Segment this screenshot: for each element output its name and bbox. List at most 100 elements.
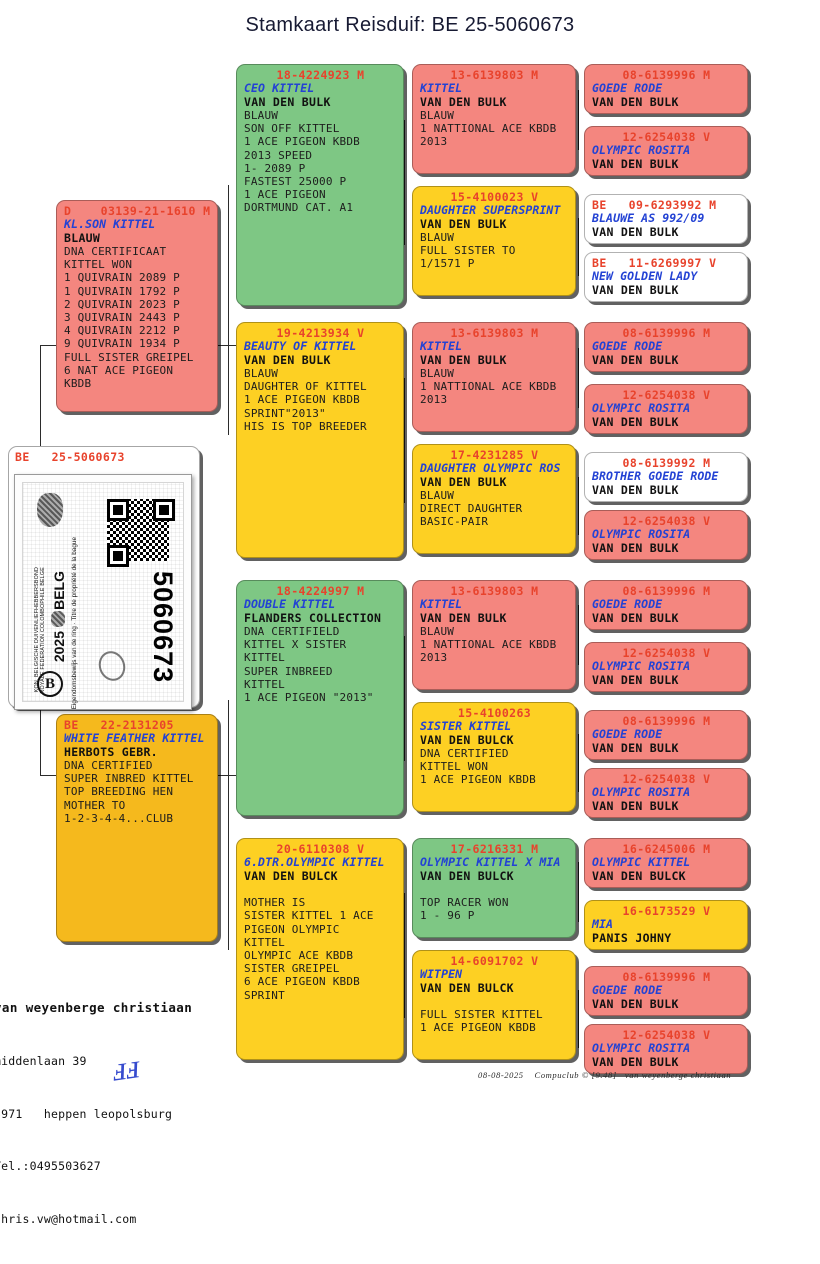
card-detail-line: SUPER INBRED KITTEL (64, 772, 194, 786)
ring-ownership-photo[interactable]: KON. BELGISCHE DUIVENLIEFHEBBERSBOND ROY… (14, 474, 192, 710)
card-ring-number: 16-6173529 V (622, 904, 711, 918)
card-detail-line: 1 NATTIONAL ACE KBDB (420, 122, 557, 136)
connector-line (578, 348, 579, 408)
card-detail-line: BASIC-PAIR (420, 515, 489, 529)
pedigree-card-father[interactable]: D 03139-21-1610 M KL.SON KITTEL BLAUW DN… (56, 200, 218, 412)
card-pigeon-name: GOEDE RODE (592, 983, 663, 997)
card-detail-line: BLAUW (420, 489, 455, 502)
connector-line (218, 775, 236, 776)
card-pigeon-name: WHITE FEATHER KITTEL (64, 731, 205, 745)
card-owner: VAN DEN BULCK (592, 868, 686, 883)
pedigree-card-gen3-3[interactable]: 13-6139803 M KITTEL VAN DEN BULK BLAUW 1 … (412, 322, 576, 432)
card-ring-number: 12-6254038 V (622, 646, 711, 660)
card-detail-line: DNA CERTIFIED (64, 759, 153, 772)
pedigree-card-gen4-4[interactable]: BE 11-6269997 V NEW GOLDEN LADY VAN DEN … (584, 252, 748, 302)
pedigree-card-gen3-8[interactable]: 14-6091702 V WITPEN VAN DEN BULCK FULL S… (412, 950, 576, 1060)
card-detail-line: BLAUW (244, 367, 279, 380)
card-owner: VAN DEN BULK (420, 352, 507, 367)
card-ring-number: 08-6139996 M (622, 68, 711, 82)
pedigree-card-gen4-11[interactable]: 08-6139996 M GOEDE RODE VAN DEN BULK (584, 710, 748, 760)
pedigree-card-gen3-6[interactable]: 15-4100263 SISTER KITTEL VAN DEN BULCK D… (412, 702, 576, 812)
card-owner: VAN DEN BULK (592, 672, 679, 687)
pedigree-card-mother[interactable]: BE 22-2131205 WHITE FEATHER KITTEL HERBO… (56, 714, 218, 942)
card-detail-line: FULL SISTER KITTEL (420, 1008, 543, 1022)
card-detail-line: 1 QUIVRAIN 2089 P (64, 271, 180, 285)
pedigree-card-gen3-7[interactable]: 17-6216331 M OLYMPIC KITTEL X MIA VAN DE… (412, 838, 576, 938)
pedigree-card-gen4-2[interactable]: 12-6254038 V OLYMPIC ROSITA VAN DEN BULK (584, 126, 748, 176)
connector-line (578, 605, 579, 665)
document-footer: 08-08-2025 Compuclub © [9.48] van weyenb… (478, 1070, 732, 1080)
card-detail-line: 1 ACE PIGEON KBDB (420, 1021, 536, 1035)
card-detail-line: KITTEL (244, 651, 285, 665)
card-detail-line: KBDB (64, 377, 92, 391)
card-owner: VAN DEN BULK (244, 94, 331, 109)
card-pigeon-name: KITTEL (420, 597, 463, 611)
pedigree-card-gen3-1[interactable]: 13-6139803 M KITTEL VAN DEN BULK BLAUW 1 … (412, 64, 576, 174)
connector-line (218, 345, 236, 346)
card-ring-number: 12-6254038 V (622, 1028, 711, 1042)
pedigree-card-gen4-13[interactable]: 16-6245006 M OLYMPIC KITTEL VAN DEN BULC… (584, 838, 748, 888)
pedigree-card-gen4-10[interactable]: 12-6254038 V OLYMPIC ROSITA VAN DEN BULK (584, 642, 748, 692)
card-detail-line: DIRECT DAUGHTER (420, 502, 523, 516)
card-detail-line (420, 883, 569, 896)
handwritten-signature: ⅎⅎ (109, 1048, 141, 1089)
card-pigeon-name: OLYMPIC ROSITA (592, 527, 691, 541)
pedigree-card-gen4-15[interactable]: 08-6139996 M GOEDE RODE VAN DEN BULK (584, 966, 748, 1016)
pedigree-card-gen2-3[interactable]: 18-4224997 M DOUBLE KITTEL FLANDERS COLL… (236, 580, 404, 816)
pedigree-card-gen4-5[interactable]: 08-6139996 M GOEDE RODE VAN DEN BULK (584, 322, 748, 372)
ownership-legal-text: Eigendomsbewijs van de ring · Titre de p… (71, 537, 78, 710)
card-detail-line: KITTEL X SISTER (244, 638, 347, 652)
certificate-year: 2025 (51, 631, 67, 663)
card-detail-line: 1 NATTIONAL ACE KBDB (420, 380, 557, 394)
pedigree-card-gen4-6[interactable]: 12-6254038 V OLYMPIC ROSITA VAN DEN BULK (584, 384, 748, 434)
pedigree-card-gen3-2[interactable]: 15-4100023 V DAUGHTER SUPERSPRINT VAN DE… (412, 186, 576, 296)
card-detail-line: 2 QUIVRAIN 2023 P (64, 297, 180, 311)
card-ring-number: 12-6254038 V (622, 388, 711, 402)
card-pigeon-name: GOEDE RODE (592, 81, 663, 95)
pedigree-card-gen2-4[interactable]: 20-6110308 V 6.DTR.OLYMPIC KITTEL VAN DE… (236, 838, 404, 1060)
pedigree-card-gen4-1[interactable]: 08-6139996 M GOEDE RODE VAN DEN BULK (584, 64, 748, 114)
pedigree-card-gen3-4[interactable]: 17-4231285 V DAUGHTER OLYMPIC ROS VAN DE… (412, 444, 576, 554)
pedigree-card-gen4-8[interactable]: 12-6254038 V OLYMPIC ROSITA VAN DEN BULK (584, 510, 748, 560)
card-owner: VAN DEN BULK (592, 224, 679, 239)
pedigree-card-gen4-14[interactable]: 16-6173529 V MIA PANIS JOHNY (584, 900, 748, 950)
breeder-street: middenlaan 39 (0, 1054, 87, 1068)
card-detail-line: 1 - 96 P (420, 909, 475, 923)
card-ring-number: 20-6110308 V (276, 842, 365, 856)
card-detail-line: 1 ACE PIGEON (244, 188, 326, 202)
card-details: BLAUW FULL SISTER TO 1/1571 P (420, 231, 569, 271)
card-detail-line: OLYMPIC ACE KBDB (244, 949, 354, 962)
card-owner: VAN DEN BULCK (420, 980, 514, 995)
card-detail-line: HIS IS TOP BREEDER (244, 419, 367, 433)
connector-line (404, 636, 405, 761)
card-pigeon-name: GOEDE RODE (592, 339, 663, 353)
card-detail-line: SPRINT"2013" (244, 406, 326, 420)
card-pigeon-name: NEW GOLDEN LADY (592, 269, 698, 283)
card-details: BLAUW SON OFF KITTEL 1 ACE PIGEON KBDB 2013… (244, 109, 397, 215)
card-owner: BLAUW (64, 230, 101, 245)
pedigree-card-gen3-5[interactable]: 13-6139803 M KITTEL VAN DEN BULK BLAUW 1 … (412, 580, 576, 690)
card-ring-number: 08-6139996 M (622, 326, 711, 340)
pedigree-card-gen4-7[interactable]: 08-6139992 M BROTHER GOEDE RODE VAN DEN … (584, 452, 748, 502)
card-owner: VAN DEN BULK (244, 352, 331, 367)
card-pigeon-name: DAUGHTER SUPERSPRINT (420, 203, 561, 217)
card-owner: VAN DEN BULK (592, 1054, 679, 1069)
connector-line (40, 345, 56, 346)
qr-finder-icon (107, 499, 129, 521)
card-detail-line: 1- 2089 P (244, 161, 306, 175)
pedigree-card-gen2-1[interactable]: 18-4224923 M CEO KITTEL VAN DEN BULK BLA… (236, 64, 404, 306)
card-ring-number: BE 11-6269997 V (592, 256, 717, 270)
card-ring-number: 08-6139996 M (622, 584, 711, 598)
connector-line (578, 477, 579, 535)
pedigree-card-gen4-16[interactable]: 12-6254038 V OLYMPIC ROSITA VAN DEN BULK (584, 1024, 748, 1074)
card-pigeon-name: GOEDE RODE (592, 597, 663, 611)
card-ring-number: 12-6254038 V (622, 130, 711, 144)
card-ring-number: BE 09-6293992 M (592, 198, 717, 212)
pedigree-card-gen4-3[interactable]: BE 09-6293992 M BLAUWE AS 992/09 VAN DEN… (584, 194, 748, 244)
card-detail-line: 2013 SPEED (244, 148, 313, 162)
pedigree-card-gen4-12[interactable]: 12-6254038 V OLYMPIC ROSITA VAN DEN BULK (584, 768, 748, 818)
card-ring-number: BE 22-2131205 (64, 718, 174, 732)
pedigree-card-gen4-9[interactable]: 08-6139996 M GOEDE RODE VAN DEN BULK (584, 580, 748, 630)
certificate-country: BELG (51, 571, 67, 610)
pedigree-card-gen2-2[interactable]: 19-4213934 V BEAUTY OF KITTEL VAN DEN BU… (236, 322, 404, 558)
